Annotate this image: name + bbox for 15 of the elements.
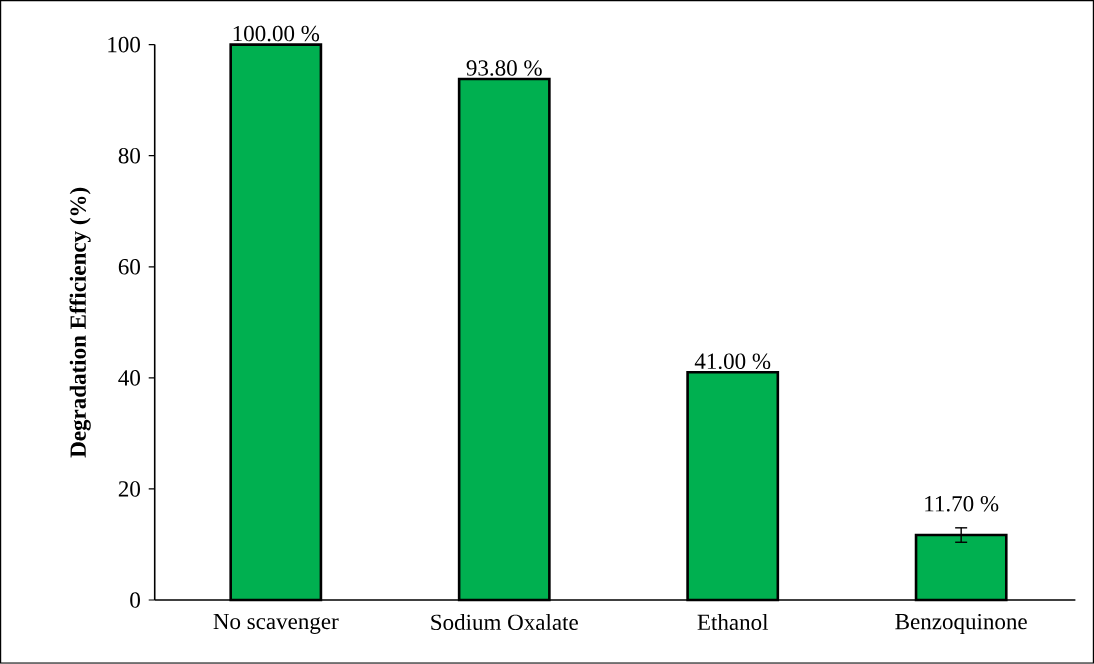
x-tick-label: Ethanol [697,614,769,631]
y-tick-label: 100 [108,37,140,53]
y-axis-title: Degradation Efficiency (%) [69,187,91,458]
x-tick-label: Sodium Oxalate [431,614,578,631]
y-tick-label: 60 [118,259,140,275]
x-tick-label: Benzoquinone [895,614,1027,635]
data-label: 11.70 % [925,496,999,512]
y-tick-label: 20 [118,481,140,497]
y-tick-label: 40 [118,370,140,386]
y-tick-label: 0 [130,592,140,608]
data-label: 93.80 % [466,60,542,77]
data-label: 41.00 % [694,353,771,370]
data-label: 100.00 % [233,25,320,42]
x-tick-label: No scavenger [213,614,339,635]
y-tick-label: 80 [118,148,140,164]
